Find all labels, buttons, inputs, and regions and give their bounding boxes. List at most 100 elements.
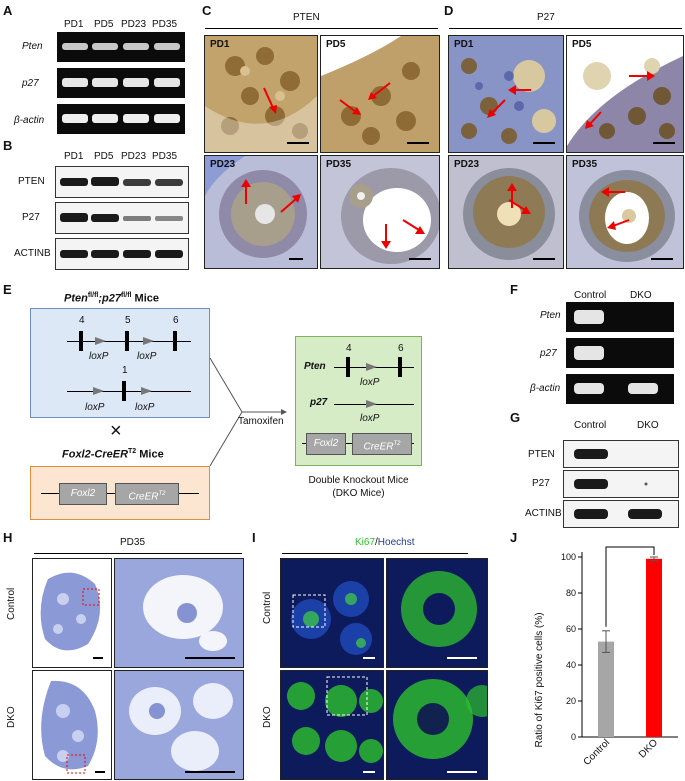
blot-image-pten [563, 440, 679, 468]
row-label-control: Control [6, 587, 17, 620]
lane-label: PD5 [94, 19, 114, 30]
lane-label: DKO [637, 420, 659, 431]
loxp-label: loxP [135, 402, 155, 413]
gel-image-p27 [57, 68, 185, 98]
chart-ylabel: Ratio of Ki67 positive cells (%) [534, 612, 545, 747]
loxp-triangle [93, 387, 104, 395]
lane-label: PD35 [152, 19, 178, 30]
significance-label: ** [625, 540, 636, 547]
row-label-control: Control [262, 591, 273, 624]
bar-control [598, 641, 614, 737]
panel-d-title: P27 [537, 12, 555, 23]
y-tick-label: 20 [566, 696, 576, 706]
lane-label: DKO [630, 290, 652, 301]
image-label: PD5 [326, 39, 346, 50]
blot-image-p27 [563, 470, 679, 498]
gel-image-pten [57, 32, 185, 62]
loxp-triangle [143, 337, 154, 345]
floxed-mouse-box: 4 5 6 loxP loxP 1 loxP loxP [30, 308, 210, 418]
lane-label: PD23 [121, 19, 147, 30]
dko-gene-label: Pten [304, 361, 326, 372]
exon-block [398, 357, 402, 377]
blot-image-actinb [563, 500, 679, 528]
he-image-dko-high [114, 670, 244, 780]
row-label: P27 [532, 478, 550, 489]
y-tick-label: 0 [571, 732, 576, 742]
if-image-control-low [280, 558, 384, 668]
treatment-label: Tamoxifen [238, 416, 284, 427]
row-label: P27 [22, 212, 40, 223]
blot-image-actinb [55, 238, 189, 270]
row-label: p27 [22, 78, 39, 89]
exon-block [346, 357, 350, 377]
loxp-triangle [366, 400, 377, 408]
lane-label: PD1 [64, 19, 84, 30]
row-label: Pten [540, 310, 561, 321]
loxp-label: loxP [85, 402, 105, 413]
y-tick-label: 60 [566, 624, 576, 634]
image-label: PD23 [454, 159, 480, 170]
lane-label: Control [574, 290, 607, 301]
exon-number: 4 [79, 315, 85, 326]
panel-h-title: PD35 [120, 537, 146, 548]
row-label: ACTINB [525, 508, 562, 519]
panel-i-title: Ki67/Hoechst [355, 537, 415, 548]
he-image-control-low [32, 558, 112, 668]
panel-letter-g: G [510, 410, 521, 425]
exon-number: 6 [173, 315, 179, 326]
if-image-control-high [386, 558, 488, 668]
creer-box: CreERT2 [352, 433, 412, 455]
title-rule [205, 28, 438, 29]
panel-letter-i: I [252, 530, 256, 545]
image-label: PD35 [572, 159, 598, 170]
image-label: PD23 [210, 159, 236, 170]
gene-line [67, 391, 191, 392]
x-tick-label: Control [582, 737, 613, 768]
mouse1-title: Ptenfl/fl;p27fl/fl Mice [64, 292, 159, 305]
loxp-label: loxP [137, 351, 157, 362]
row-label: ACTINB [14, 248, 51, 259]
row-label: β-actin [14, 115, 45, 126]
dko-mouse-box: 4 6 Pten loxP p27 loxP Foxl2 CreERT2 [295, 336, 422, 466]
panel-letter-j: J [510, 530, 518, 545]
if-image-dko-low [280, 670, 384, 780]
row-label-dko: DKO [6, 706, 17, 728]
row-label: PTEN [528, 449, 555, 460]
he-image-control-high [114, 558, 244, 668]
row-label: β-actin [530, 383, 561, 394]
significance-bracket [605, 546, 655, 627]
panel-letter-b: B [3, 138, 13, 153]
row-label: PTEN [18, 176, 45, 187]
exon-number: 4 [346, 343, 352, 354]
title-rule [34, 553, 242, 554]
foxl2-box: Foxl2 [59, 483, 107, 505]
lane-label: PD35 [152, 151, 178, 162]
ihc-image-pten-pd1: PD1 [204, 35, 318, 153]
blot-image-pten [55, 166, 189, 198]
cross-symbol: × [110, 420, 122, 442]
exon-number: 6 [398, 343, 404, 354]
ihc-image-p27-pd5: PD5 [566, 35, 684, 153]
image-label: PD1 [210, 39, 230, 50]
gel-image-actin [566, 374, 674, 404]
ihc-image-pten-pd5: PD5 [320, 35, 440, 153]
ihc-image-p27-pd1: PD1 [448, 35, 564, 153]
exon-number: 1 [122, 365, 128, 376]
cre-mouse-box: Foxl2 CreERT2 [30, 466, 210, 520]
ihc-image-p27-pd35: PD35 [566, 155, 684, 269]
y-tick-label: 40 [566, 660, 576, 670]
title-rule [449, 28, 682, 29]
image-label: PD5 [572, 39, 592, 50]
blot-image-p27 [55, 202, 189, 234]
gene-line [67, 341, 191, 342]
loxp-label: loxP [360, 377, 380, 388]
exon-number: 5 [125, 315, 131, 326]
y-tick-label: 80 [566, 588, 576, 598]
exon-block [79, 331, 83, 351]
panel-letter-f: F [510, 282, 518, 297]
image-label: PD1 [454, 39, 474, 50]
lane-label: PD23 [121, 151, 147, 162]
if-image-dko-high [386, 670, 488, 780]
title-rule [282, 553, 468, 554]
row-label-dko: DKO [262, 706, 273, 728]
